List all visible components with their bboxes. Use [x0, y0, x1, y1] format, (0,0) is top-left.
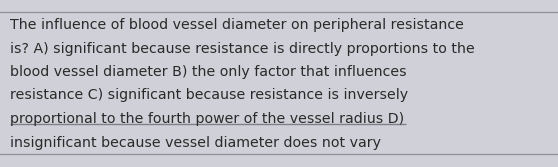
Text: resistance C) significant because resistance is inversely: resistance C) significant because resist… [10, 89, 408, 103]
Text: is? A) significant because resistance is directly proportions to the: is? A) significant because resistance is… [10, 42, 475, 55]
Text: insignificant because vessel diameter does not vary: insignificant because vessel diameter do… [10, 135, 381, 149]
Text: blood vessel diameter B) the only factor that influences: blood vessel diameter B) the only factor… [10, 65, 407, 79]
Text: The influence of blood vessel diameter on peripheral resistance: The influence of blood vessel diameter o… [10, 18, 464, 32]
Text: proportional to the fourth power of the vessel radius D): proportional to the fourth power of the … [10, 112, 404, 126]
